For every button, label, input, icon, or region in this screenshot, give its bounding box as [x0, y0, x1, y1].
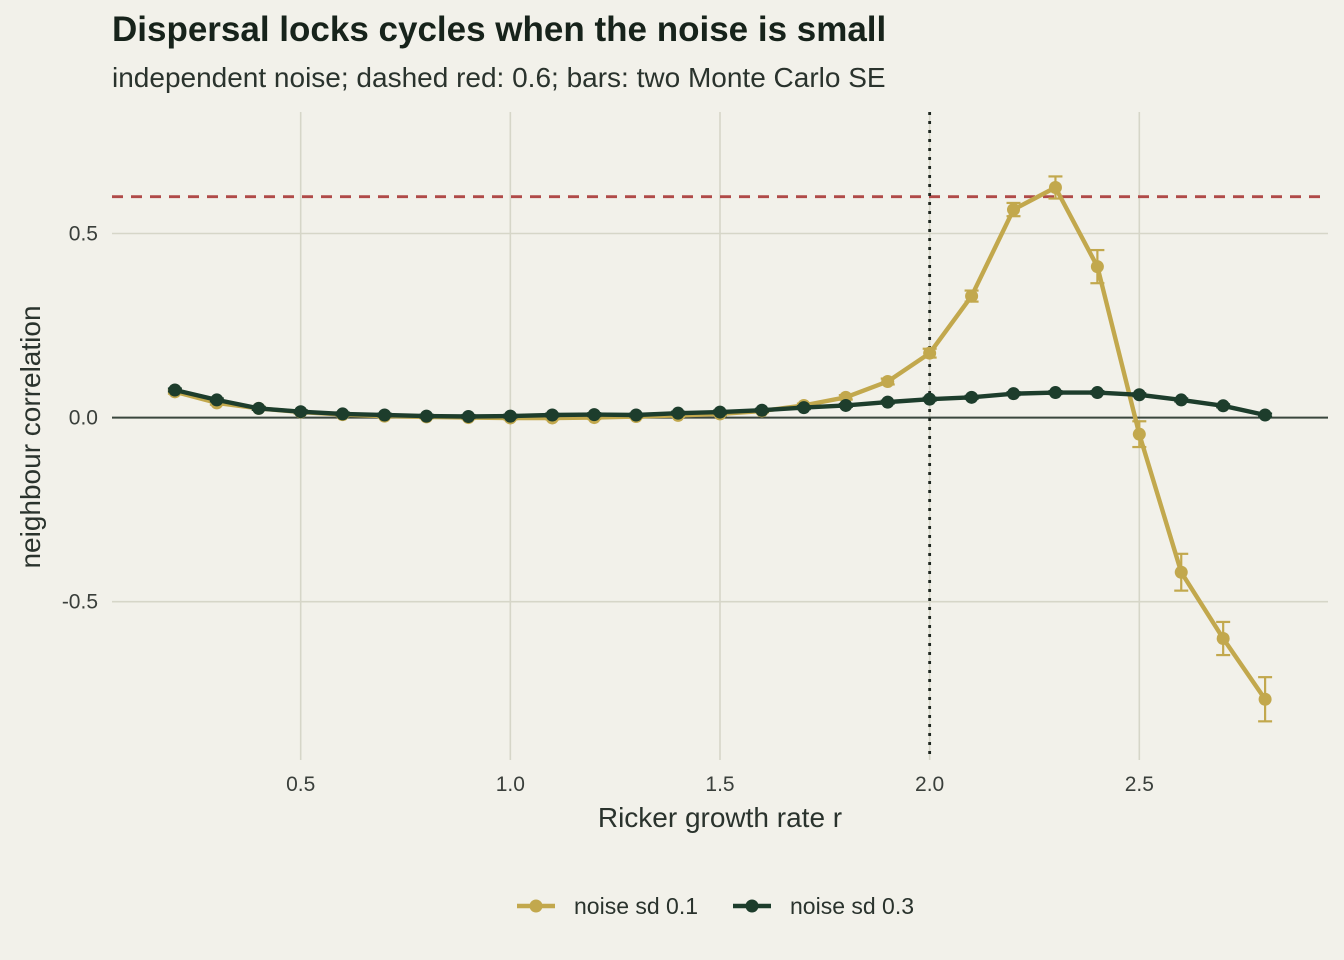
x-tick-label: 0.5 [286, 773, 315, 796]
data-point [1174, 393, 1188, 407]
series-2 [167, 383, 1273, 423]
legend-item-1: noise sd 0.1 [517, 893, 698, 919]
data-point [881, 375, 895, 389]
y-tick-label: 0.5 [69, 223, 98, 246]
y-axis-title: neighbour correlation [15, 305, 46, 568]
data-point [1090, 260, 1104, 274]
series-layer [167, 175, 1273, 723]
data-point [1132, 427, 1146, 441]
data-point [1258, 692, 1272, 706]
data-point [713, 405, 727, 419]
data-point [1048, 180, 1062, 194]
data-point [461, 409, 475, 423]
legend-label: noise sd 0.1 [574, 893, 698, 919]
x-tick-label: 1.0 [496, 773, 525, 796]
data-point [755, 403, 769, 417]
data-point [1174, 565, 1188, 579]
data-point [294, 405, 308, 419]
legend: noise sd 0.1 noise sd 0.3 [517, 893, 914, 919]
data-point [1216, 632, 1230, 645]
legend-label: noise sd 0.3 [790, 893, 914, 919]
data-point [1048, 386, 1062, 400]
data-point [503, 409, 517, 423]
data-point [1216, 399, 1230, 413]
data-point [671, 406, 685, 420]
x-axis-title: Ricker growth rate r [598, 802, 842, 833]
data-point [168, 383, 182, 397]
data-point [923, 392, 937, 406]
data-point [1007, 387, 1021, 401]
legend-swatch-point [529, 899, 543, 913]
data-point [839, 398, 853, 412]
data-point [797, 401, 811, 415]
axes-layer: 0.5 1.0 1.5 2.0 2.5 0.5 0.0 -0.5 [62, 223, 1154, 797]
data-point [1132, 388, 1146, 402]
data-point [252, 401, 266, 415]
data-point [378, 408, 392, 422]
data-point [923, 346, 937, 360]
data-point [629, 408, 643, 422]
y-tick-label: 0.0 [69, 407, 98, 430]
legend-item-2: noise sd 0.3 [733, 893, 914, 919]
data-point [1258, 408, 1272, 422]
x-tick-label: 2.0 [915, 773, 944, 796]
chart-subtitle: independent noise; dashed red: 0.6; bars… [112, 62, 886, 93]
legend-swatch-point [745, 899, 759, 913]
data-point [881, 395, 895, 409]
x-tick-label: 2.5 [1125, 773, 1154, 796]
data-point [965, 289, 979, 303]
x-tick-label: 1.5 [705, 773, 734, 796]
data-point [336, 407, 350, 421]
data-point [210, 393, 224, 407]
data-point [1090, 386, 1104, 400]
data-point [419, 409, 433, 423]
grid-layer [112, 112, 1328, 760]
y-tick-label: -0.5 [62, 591, 98, 614]
data-point [965, 390, 979, 404]
data-point [1007, 203, 1021, 217]
chart-title: Dispersal locks cycles when the noise is… [112, 10, 887, 49]
data-point [587, 408, 601, 422]
data-point [545, 408, 559, 422]
